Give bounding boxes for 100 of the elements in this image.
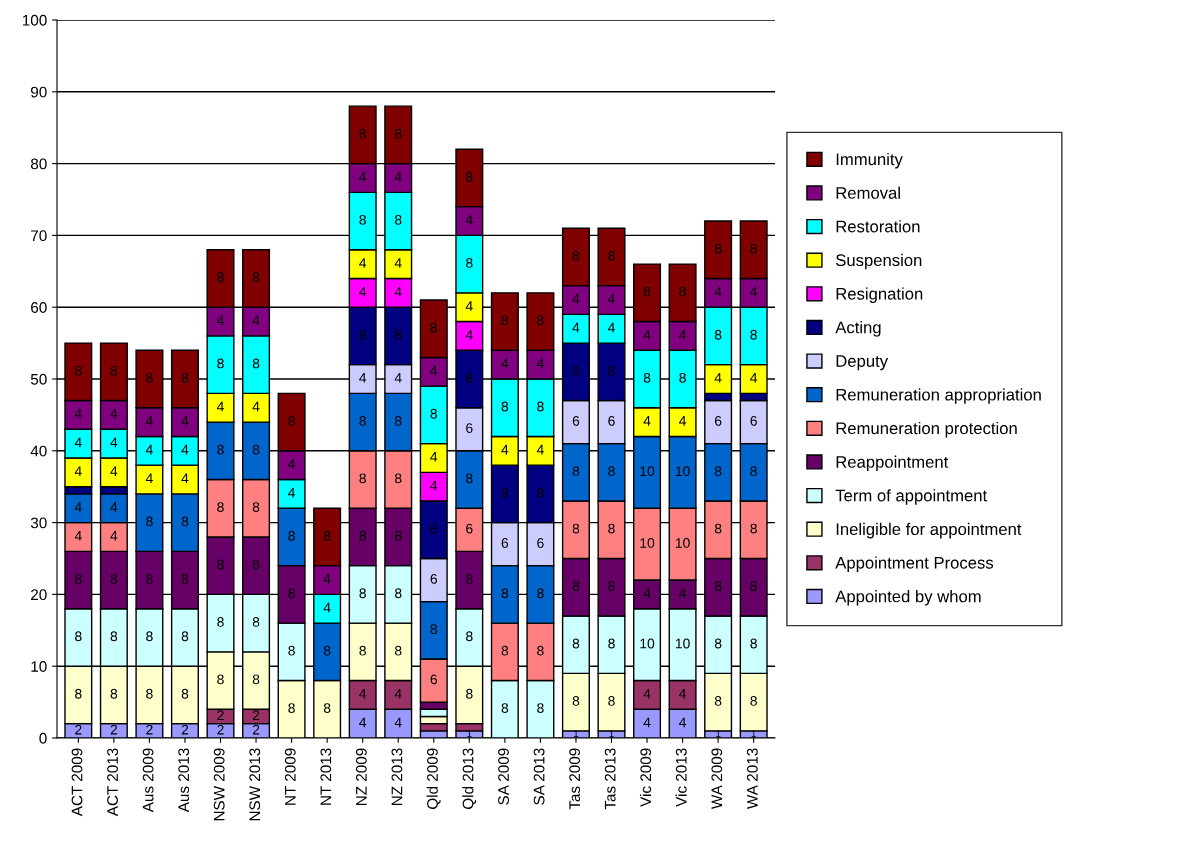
data-label: 8 bbox=[359, 473, 366, 484]
data-label: 4 bbox=[714, 373, 722, 383]
data-label: 8 bbox=[359, 645, 366, 656]
data-label: 8 bbox=[750, 523, 757, 534]
x-tick-label: WA 2009 bbox=[711, 748, 723, 810]
data-label: 8 bbox=[501, 401, 509, 412]
data-label: 4 bbox=[714, 286, 722, 297]
data-label: 10 bbox=[675, 538, 690, 548]
data-label: 4 bbox=[394, 717, 402, 728]
data-label: 8 bbox=[110, 631, 118, 642]
data-label: 8 bbox=[608, 250, 615, 261]
data-label: 10 bbox=[640, 466, 655, 477]
data-label: 8 bbox=[110, 688, 118, 699]
data-label: 2 bbox=[181, 724, 189, 735]
data-label: 8 bbox=[217, 358, 224, 369]
data-label: 8 bbox=[146, 516, 153, 527]
data-label: 8 bbox=[430, 408, 438, 419]
data-label: 8 bbox=[466, 688, 473, 699]
data-label: 8 bbox=[714, 581, 722, 591]
data-label: 8 bbox=[714, 466, 722, 477]
data-label: 4 bbox=[501, 444, 509, 455]
data-label: 8 bbox=[252, 358, 260, 369]
data-label: 4 bbox=[394, 286, 402, 297]
data-label: 8 bbox=[252, 272, 260, 283]
data-label: 8 bbox=[608, 365, 615, 376]
data-label: 6 bbox=[430, 573, 438, 584]
y-tick-label: 0 bbox=[39, 732, 47, 744]
data-label: 8 bbox=[537, 645, 544, 656]
data-label: 4 bbox=[74, 408, 82, 419]
data-label: 4 bbox=[359, 688, 367, 699]
data-label: 4 bbox=[359, 172, 367, 182]
data-label: 8 bbox=[643, 372, 651, 383]
data-label: 8 bbox=[110, 573, 118, 584]
data-label: 6 bbox=[430, 674, 438, 685]
data-label: 4 bbox=[323, 574, 331, 584]
y-tick-label: 40 bbox=[30, 445, 47, 457]
data-label: 8 bbox=[714, 243, 722, 254]
y-tick-label: 100 bbox=[22, 14, 47, 26]
data-label: 8 bbox=[608, 523, 615, 534]
y-tick-label: 70 bbox=[31, 230, 47, 242]
data-label: 8 bbox=[252, 502, 260, 512]
data-label: 4 bbox=[145, 444, 153, 455]
data-label: 8 bbox=[288, 645, 295, 656]
legend-label: Appointment Process bbox=[835, 556, 994, 572]
data-label: 4 bbox=[74, 437, 82, 448]
data-label: 8 bbox=[217, 272, 224, 283]
x-tick-label: NSW 2009 bbox=[213, 748, 225, 821]
data-label: 4 bbox=[607, 294, 615, 304]
data-label: 8 bbox=[750, 581, 757, 591]
data-label: 1 bbox=[751, 730, 756, 737]
data-label: 8 bbox=[537, 315, 544, 326]
data-label: 4 bbox=[252, 401, 260, 412]
data-label: 4 bbox=[110, 437, 118, 448]
data-label: 8 bbox=[572, 523, 580, 534]
data-label: 8 bbox=[217, 617, 224, 627]
data-label: 4 bbox=[643, 329, 651, 340]
y-tick-label: 50 bbox=[30, 373, 47, 385]
data-label: 8 bbox=[679, 286, 686, 297]
data-label: 8 bbox=[75, 688, 82, 699]
data-label: 4 bbox=[74, 502, 82, 512]
legend-label: Reappointment bbox=[836, 455, 949, 472]
data-label: 4 bbox=[110, 502, 118, 512]
data-label: 6 bbox=[572, 415, 580, 426]
data-label: 8 bbox=[323, 645, 331, 656]
legend-label: Appointed by whom bbox=[835, 590, 981, 606]
data-label: 8 bbox=[714, 523, 722, 534]
x-tick-label: Vic 2013 bbox=[675, 748, 687, 807]
data-label: 2 bbox=[110, 724, 118, 735]
data-label: 6 bbox=[466, 523, 473, 534]
data-label: 4 bbox=[394, 688, 402, 699]
data-label: 8 bbox=[323, 703, 331, 714]
x-tick-label: Tas 2009 bbox=[569, 748, 581, 810]
data-label: 8 bbox=[643, 286, 651, 297]
y-tick-label: 30 bbox=[30, 517, 47, 529]
y-tick-label: 90 bbox=[31, 86, 47, 98]
legend-label: Deputy bbox=[836, 355, 889, 371]
data-label: 4 bbox=[536, 358, 544, 369]
data-label: 8 bbox=[359, 530, 366, 541]
data-label: 1 bbox=[716, 730, 721, 737]
data-label: 8 bbox=[537, 401, 544, 412]
data-label: 8 bbox=[288, 530, 295, 541]
data-label: 8 bbox=[466, 631, 473, 642]
legend-label: Suspension bbox=[836, 253, 922, 270]
data-label: 8 bbox=[252, 617, 260, 627]
data-label: 4 bbox=[359, 717, 367, 728]
x-tick-label: Aus 2009 bbox=[142, 748, 154, 813]
legend-label: Immunity bbox=[836, 152, 903, 169]
data-label: 8 bbox=[750, 695, 757, 706]
data-label: 8 bbox=[572, 250, 580, 261]
data-label: 8 bbox=[537, 487, 544, 498]
data-label: 4 bbox=[643, 588, 651, 598]
data-label: 8 bbox=[466, 573, 473, 584]
data-label: 4 bbox=[288, 459, 296, 469]
data-label: 8 bbox=[466, 372, 473, 383]
data-label: 8 bbox=[714, 695, 722, 706]
data-label: 8 bbox=[430, 624, 438, 635]
data-label: 8 bbox=[394, 214, 402, 225]
data-label: 8 bbox=[537, 588, 544, 599]
data-label: 4 bbox=[465, 301, 473, 311]
data-label: 8 bbox=[217, 559, 224, 570]
